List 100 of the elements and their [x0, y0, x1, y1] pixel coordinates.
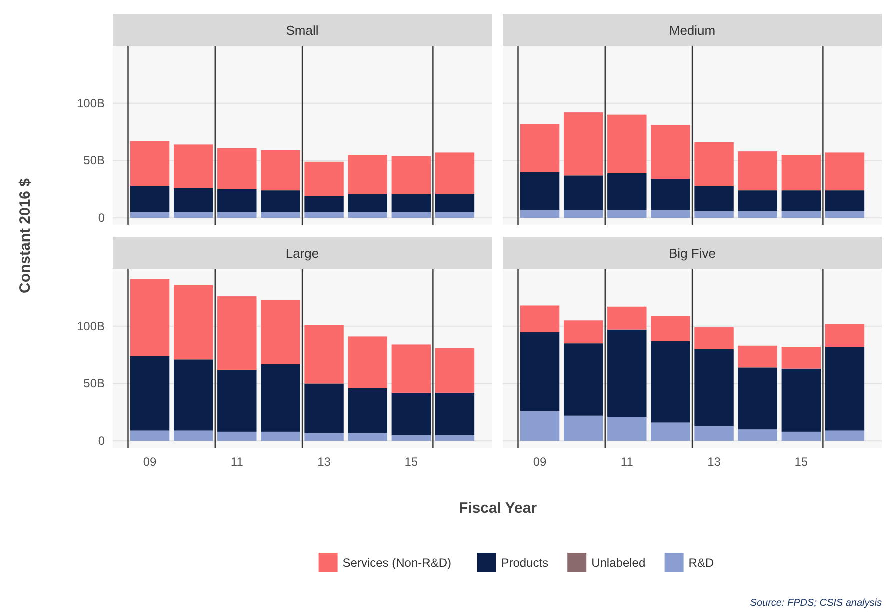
- bar: [651, 422, 690, 442]
- bar: [782, 368, 822, 432]
- bar: [130, 186, 170, 212]
- bar: [608, 330, 647, 418]
- bar: [130, 430, 170, 442]
- bar: [564, 344, 604, 416]
- x-tick-label: 13: [708, 455, 722, 469]
- bar: [564, 416, 604, 442]
- legend-label: R&D: [688, 556, 714, 570]
- bar: [694, 211, 734, 218]
- bar: [304, 433, 344, 442]
- bar: [520, 411, 560, 442]
- bar: [608, 173, 647, 210]
- bar: [304, 196, 344, 212]
- bar: [694, 186, 734, 212]
- bar: [392, 194, 432, 212]
- y-tick-label: 0: [98, 434, 106, 448]
- bar: [564, 210, 604, 218]
- bar: [261, 212, 300, 218]
- bar: [435, 194, 475, 212]
- bar: [348, 433, 388, 442]
- chart-title: Big Five: [669, 246, 716, 261]
- bar: [435, 152, 475, 194]
- source-note: Source: FPDS; CSIS analysis: [750, 598, 882, 609]
- bar: [782, 211, 822, 218]
- bar: [738, 152, 778, 191]
- bar: [261, 190, 300, 212]
- x-tick-label: 09: [533, 455, 548, 469]
- bar: [825, 211, 865, 218]
- bar: [564, 320, 604, 344]
- bar: [694, 349, 734, 426]
- bar: [782, 155, 822, 191]
- bar: [435, 348, 475, 393]
- y-tick-label: 50B: [84, 154, 105, 168]
- x-tick-label: 15: [404, 455, 418, 469]
- bar: [738, 211, 778, 218]
- x-tick-label: 15: [794, 455, 808, 469]
- bar: [564, 176, 604, 210]
- bar: [218, 432, 257, 442]
- bar: [348, 212, 388, 218]
- bar: [218, 370, 257, 432]
- bar: [435, 392, 475, 436]
- bar: [218, 296, 257, 370]
- bar: [520, 124, 560, 172]
- bar: [261, 364, 300, 432]
- bar: [348, 155, 388, 194]
- bar: [130, 212, 170, 218]
- legend-label: Products: [501, 556, 549, 570]
- bar: [738, 346, 778, 368]
- bar: [130, 356, 170, 431]
- x-tick-label: 11: [620, 455, 634, 469]
- bar: [435, 435, 475, 442]
- y-tick-label: 50B: [84, 376, 105, 391]
- bar: [782, 432, 822, 442]
- bar: [520, 306, 560, 332]
- y-tick-label: 100B: [76, 96, 105, 110]
- bar: [651, 179, 690, 210]
- bar: [738, 430, 778, 442]
- bar: [130, 279, 170, 356]
- bar: [651, 316, 690, 342]
- bar: [174, 212, 214, 218]
- bar: [348, 336, 388, 388]
- bar: [651, 210, 690, 218]
- bar: [392, 344, 432, 393]
- bar: [694, 426, 734, 442]
- bar: [218, 189, 257, 212]
- bar: [694, 328, 734, 350]
- bar: [520, 172, 560, 210]
- bar: [608, 417, 647, 442]
- bar: [694, 142, 734, 186]
- bar: [218, 148, 257, 190]
- bar: [392, 212, 432, 218]
- bar: [261, 432, 300, 442]
- bar: [348, 388, 388, 434]
- bar: [348, 194, 388, 212]
- bar: [304, 162, 344, 196]
- bar: [738, 190, 778, 212]
- chart-title: Medium: [669, 23, 716, 38]
- y-tick-label: 100B: [76, 319, 105, 334]
- bar: [651, 341, 690, 423]
- x-tick-label: 11: [230, 455, 244, 469]
- y-tick-label: 0: [98, 211, 106, 226]
- bar: [608, 114, 647, 174]
- bar: [174, 188, 214, 212]
- bar: [782, 190, 822, 212]
- bar: [304, 384, 344, 434]
- bar: [825, 190, 865, 212]
- bar: [825, 324, 865, 348]
- legend-label: Unlabeled: [592, 556, 646, 570]
- bar: [825, 430, 865, 442]
- chart-title: Small: [286, 23, 319, 38]
- bar: [174, 285, 214, 360]
- bar: [782, 347, 822, 369]
- bar: [564, 112, 604, 176]
- bar: [651, 125, 690, 180]
- bar: [304, 212, 344, 218]
- bar: [174, 430, 214, 442]
- bar: [174, 144, 214, 188]
- bar: [392, 392, 432, 436]
- bar: [261, 150, 300, 191]
